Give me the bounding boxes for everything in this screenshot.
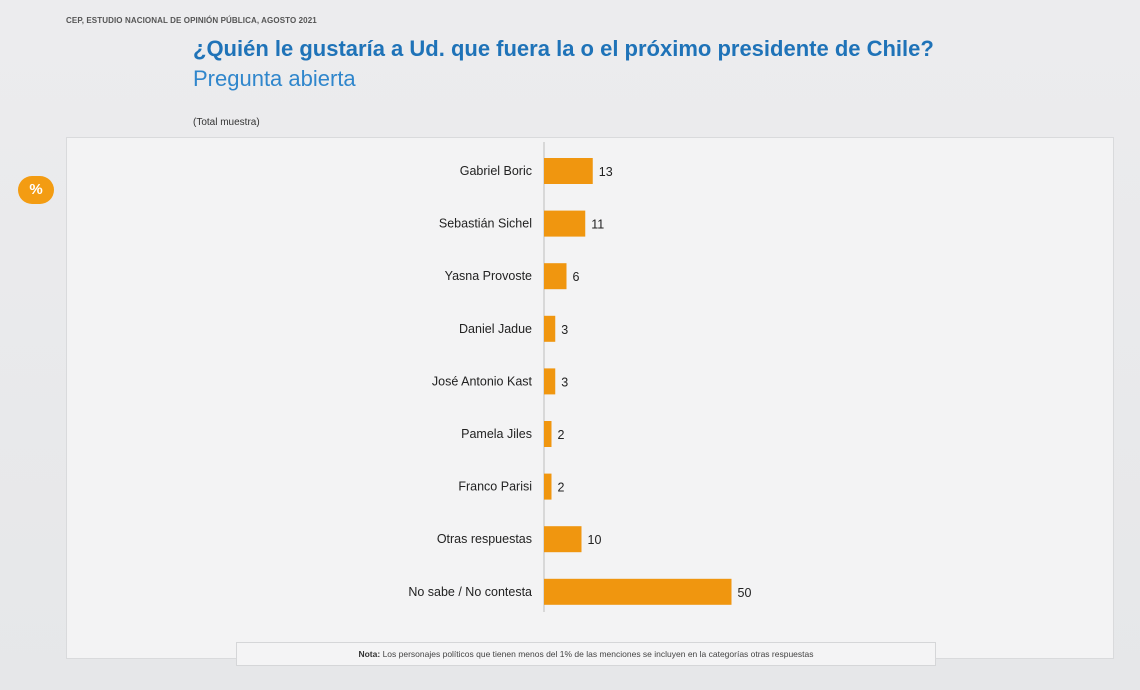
bar bbox=[544, 368, 556, 395]
footnote-text: Los personajes políticos que tienen meno… bbox=[382, 649, 814, 659]
category-label: José Antonio Kast bbox=[432, 374, 533, 388]
data-label: 11 bbox=[591, 218, 604, 232]
footnote-label: Nota: bbox=[358, 649, 381, 659]
data-label: 50 bbox=[738, 586, 752, 600]
data-label: 6 bbox=[573, 270, 580, 284]
category-label: Daniel Jadue bbox=[459, 322, 532, 336]
bar bbox=[544, 526, 582, 553]
source-caption: CEP, ESTUDIO NACIONAL DE OPINIÓN PÚBLICA… bbox=[66, 16, 317, 25]
data-label: 2 bbox=[558, 481, 565, 495]
bar bbox=[544, 263, 567, 290]
bar bbox=[544, 421, 552, 447]
bar bbox=[544, 578, 732, 605]
category-label: Pamela Jiles bbox=[461, 427, 532, 441]
data-label: 10 bbox=[588, 533, 602, 547]
category-label: No sabe / No contesta bbox=[408, 585, 532, 599]
data-label: 3 bbox=[561, 323, 568, 337]
chart-title: ¿Quién le gustaría a Ud. que fuera la o … bbox=[193, 36, 934, 61]
bar bbox=[544, 315, 556, 342]
data-label: 2 bbox=[558, 428, 565, 442]
bar bbox=[544, 210, 586, 237]
percent-badge: % bbox=[18, 176, 54, 204]
category-label: Franco Parisi bbox=[458, 480, 532, 494]
chart-panel bbox=[66, 137, 1114, 659]
bar bbox=[544, 473, 552, 500]
footnote: Nota: Los personajes políticos que tiene… bbox=[236, 642, 936, 666]
data-label: 3 bbox=[561, 375, 568, 389]
category-label: Otras respuestas bbox=[437, 532, 532, 546]
chart-subtitle: Pregunta abierta bbox=[193, 66, 356, 91]
category-label: Gabriel Boric bbox=[460, 164, 532, 178]
bar bbox=[544, 158, 593, 184]
category-label: Sebastián Sichel bbox=[439, 217, 532, 231]
category-label: Yasna Provoste bbox=[445, 269, 532, 283]
data-label: 13 bbox=[599, 165, 613, 179]
sample-label: (Total muestra) bbox=[193, 117, 260, 128]
